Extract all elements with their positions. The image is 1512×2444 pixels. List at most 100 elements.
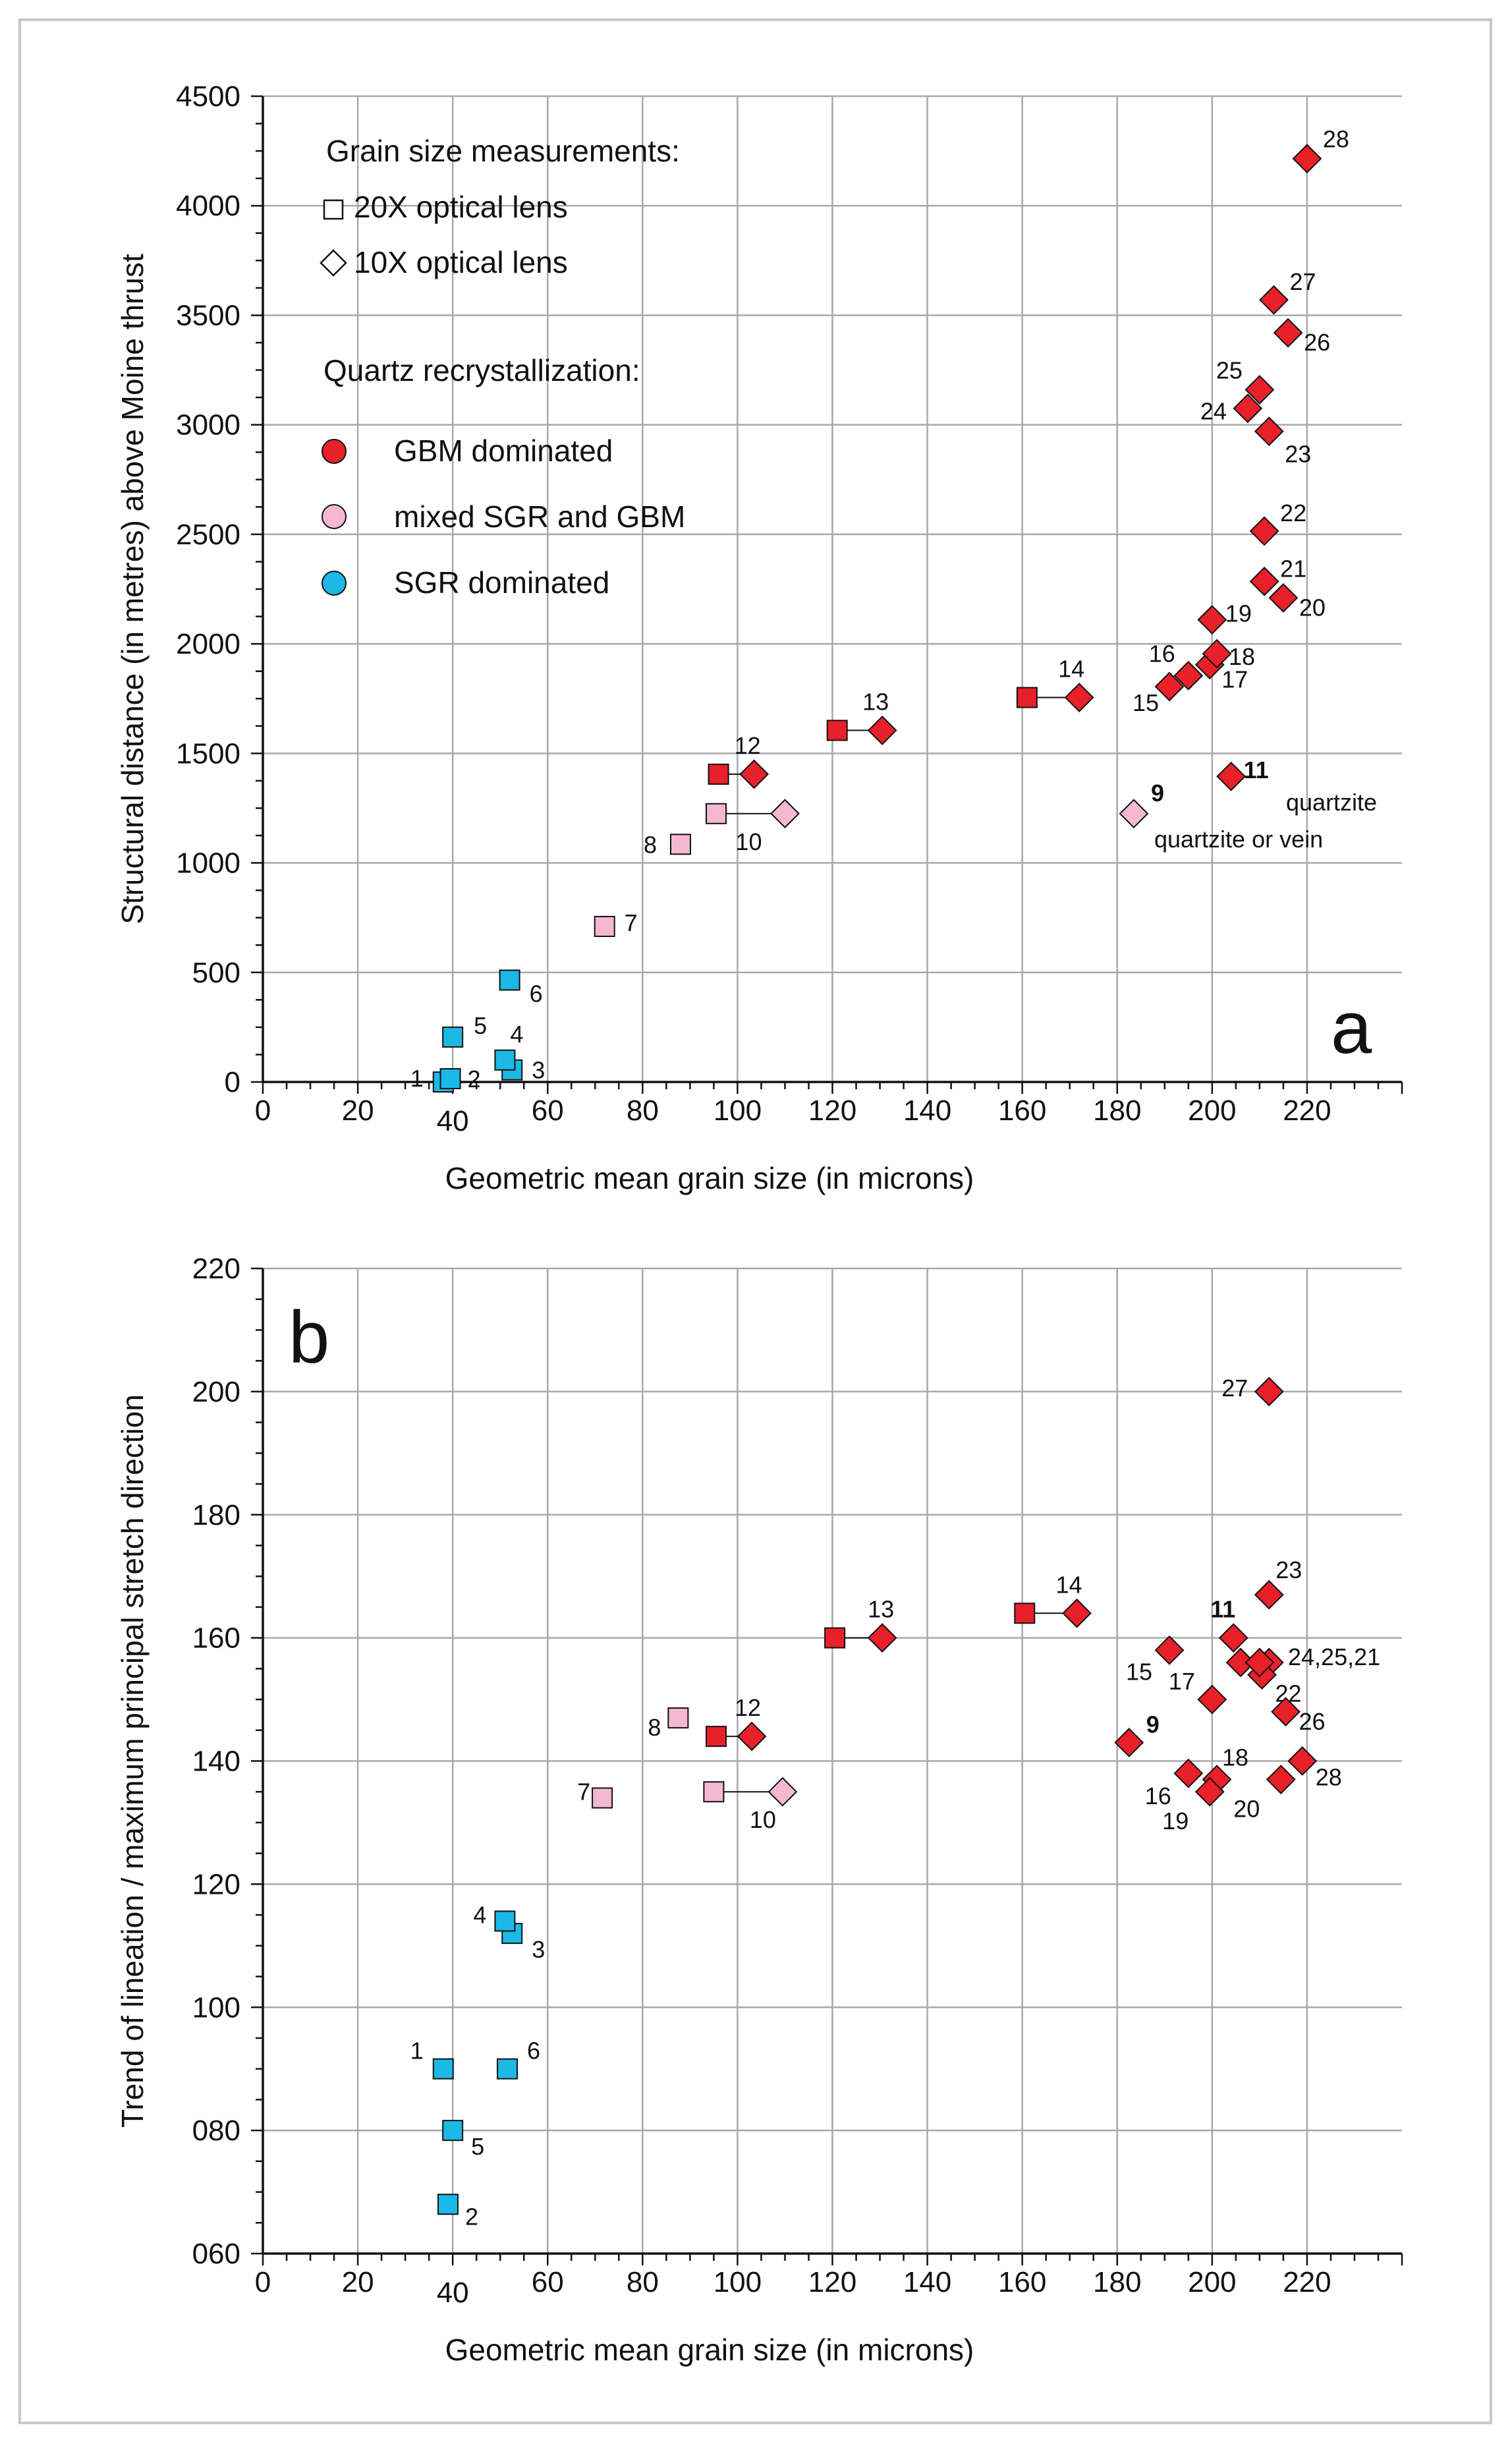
point-square [1016, 687, 1038, 708]
point-square [824, 1627, 846, 1649]
y-tick-label: 2500 [176, 519, 240, 551]
point-label: 24 [1200, 398, 1227, 425]
y-tick-label: 4500 [176, 80, 240, 113]
legend-square-symbol [323, 199, 344, 220]
y-tick-label: 200 [192, 1376, 240, 1408]
point-label: 16 [1149, 640, 1175, 667]
point-square [705, 1726, 727, 1748]
x-tick-label: 220 [1283, 1094, 1331, 1127]
point-label: 28 [1316, 1764, 1342, 1791]
point-square [669, 834, 691, 855]
point-diamond [1218, 1623, 1248, 1653]
panel-letter-a: a [1331, 986, 1372, 1069]
legend-20x-lens: 20X optical lens [354, 190, 568, 224]
x-tick-label: 60 [532, 2266, 564, 2298]
point-label: 18 [1229, 643, 1255, 670]
point-label: 26 [1304, 329, 1330, 356]
point-label: 19 [1162, 1807, 1189, 1834]
legend-mixed-dot [322, 504, 347, 529]
point-label: 6 [530, 980, 543, 1007]
x-tick-label: 0 [255, 2266, 271, 2298]
point-label: 27 [1289, 268, 1316, 295]
point-diamond [1194, 1776, 1225, 1807]
y-tick-label: 3500 [176, 299, 240, 331]
point-diamond [1062, 1598, 1092, 1628]
y-tick-label: 080 [192, 2115, 240, 2147]
point-square [705, 803, 727, 824]
point-label: 28 [1323, 126, 1349, 153]
y-axis-title: Structural distance (in metres) above Mo… [115, 254, 150, 924]
y-tick-label: 2000 [176, 628, 240, 660]
point-label: 22 [1280, 499, 1306, 526]
point-square [437, 2194, 459, 2215]
point-diamond [1216, 761, 1246, 791]
y-tick-label: 0 [225, 1066, 240, 1098]
point-label: 23 [1285, 441, 1311, 468]
point-label: 2 [468, 1066, 481, 1093]
point-square [494, 1910, 516, 1932]
point-label: 11 [1244, 756, 1269, 783]
x-tick-label: 40 [437, 2277, 469, 2309]
point-label: 23 [1275, 1556, 1302, 1583]
point-diamond [1271, 1697, 1301, 1727]
y-tick-label: 060 [192, 2238, 240, 2270]
point-label: 12 [735, 732, 761, 759]
point-label: 5 [474, 1012, 487, 1039]
x-tick-label: 80 [627, 2266, 659, 2298]
point-diamond [1249, 516, 1279, 546]
annotation-quartzite-or-vein: quartzite or vein [1154, 826, 1323, 853]
panel-a-chart: 0 20 40 60 80 100 120 140 160 180 200 2200500100015… [115, 80, 1403, 1195]
point-diamond [1064, 683, 1094, 712]
point-diamond [1197, 605, 1227, 635]
legend-sgr-dot [322, 571, 347, 596]
y-tick-label: 140 [192, 1746, 240, 1778]
y-tick-label: 500 [192, 957, 240, 989]
point-diamond [867, 1623, 897, 1653]
point-square [594, 915, 615, 937]
point-diamond [867, 716, 897, 745]
point-label: 17 [1169, 1668, 1195, 1695]
point-diamond [1173, 1758, 1204, 1788]
point-label: 13 [868, 1596, 894, 1623]
point-label: 27 [1221, 1375, 1248, 1402]
point-diamond [1254, 1377, 1284, 1407]
point-square [1014, 1603, 1036, 1624]
point-diamond [1245, 375, 1275, 405]
x-tick-label: 100 [714, 1094, 762, 1127]
point-square [432, 2058, 454, 2080]
point-label: 20 [1233, 1796, 1260, 1823]
point-label: 14 [1058, 656, 1084, 683]
point-square [499, 969, 520, 991]
legend-diamond-symbol [320, 249, 347, 277]
point-label: 7 [577, 1778, 590, 1805]
point-diamond [1292, 144, 1322, 174]
x-tick-label: 180 [1093, 1094, 1141, 1127]
x-tick-label: 140 [903, 2266, 951, 2298]
point-square [826, 720, 848, 741]
point-diamond [1114, 1728, 1144, 1757]
point-label: 18 [1222, 1744, 1248, 1771]
point-square [442, 1026, 464, 1048]
point-label-24-25-21: 24,25,21 [1288, 1643, 1380, 1670]
x-tick-label: 20 [342, 1094, 374, 1127]
point-label: 8 [648, 1714, 661, 1741]
point-diamond [1202, 639, 1232, 669]
point-diamond [1287, 1746, 1318, 1776]
point-diamond [1273, 318, 1303, 348]
panel-b-chart: 0 20 40 60 80 100 120 140 160 180 200 2200600801001… [115, 1253, 1403, 2367]
point-label: 8 [644, 831, 657, 858]
point-label: 21 [1280, 555, 1306, 582]
point-diamond [1173, 660, 1204, 691]
y-tick-label: 1500 [176, 737, 240, 770]
x-tick-label: 80 [627, 1094, 659, 1127]
point-square [494, 1049, 516, 1071]
x-tick-label: 180 [1093, 2266, 1141, 2298]
point-label: 2 [465, 2203, 478, 2230]
point-label: 26 [1299, 1708, 1325, 1735]
point-label: 3 [532, 1936, 545, 1963]
point-diamond [1245, 1647, 1275, 1678]
point-diamond [1119, 799, 1149, 829]
x-tick-label: 140 [903, 1094, 951, 1127]
panel-letter-b: b [289, 1296, 329, 1378]
x-tick-label: 100 [714, 2266, 762, 2298]
